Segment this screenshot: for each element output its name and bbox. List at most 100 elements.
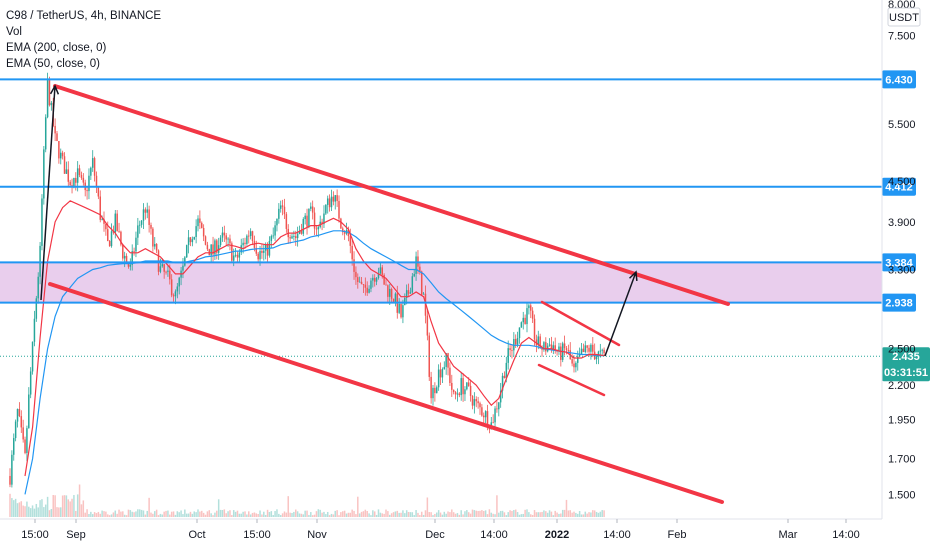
candle-body [505, 362, 508, 379]
projection-arrow[interactable] [604, 271, 637, 357]
candle-body [432, 387, 434, 399]
supply-zone[interactable] [0, 262, 882, 303]
volume-bar [358, 513, 361, 517]
candle-body [434, 387, 436, 394]
level-price-badge[interactable] [882, 293, 916, 312]
candle-body [131, 251, 133, 265]
channel-trendline[interactable] [48, 282, 724, 504]
candle-body [58, 140, 60, 159]
volume-bar [539, 512, 541, 517]
volume-indicator-label[interactable]: Vol [6, 26, 22, 38]
volume-bar [105, 511, 107, 517]
time-axis[interactable]: 15:00 Sep Oct 15:00 Nov Dec 14:00 2022 14:00 Feb M… [21, 519, 860, 541]
volume-bar [441, 514, 444, 517]
volume-bar [443, 511, 446, 517]
volume-bar [381, 513, 383, 517]
level-price-badge[interactable] [882, 253, 916, 272]
price-axis[interactable]: 8.000 USDT 7.500 5.500 4.500 3.900 3.300 2.50… [887, 0, 921, 501]
candle-body [599, 350, 602, 352]
channel-trendline[interactable] [53, 84, 730, 306]
candle-body [535, 339, 538, 346]
volume-bar [366, 511, 368, 517]
candle-body [95, 175, 98, 187]
volume-bar [101, 510, 103, 517]
volume-bar [518, 514, 521, 517]
volume-bar [84, 512, 86, 517]
channel-trendline[interactable] [540, 300, 621, 347]
candle-body [592, 344, 594, 352]
volume-bar [108, 515, 111, 517]
volume-bar [261, 514, 263, 517]
candle-body [511, 350, 513, 351]
volume-bar [204, 514, 207, 517]
volume-bar [182, 514, 184, 517]
candle-body [14, 421, 17, 439]
volume-bar [550, 511, 553, 517]
ema50-indicator-label[interactable]: EMA (50, close, 0) [6, 58, 100, 70]
candle-body [249, 231, 252, 236]
ema200-line[interactable] [24, 230, 605, 495]
candle-body [522, 317, 524, 323]
volume-bar [578, 511, 581, 517]
volume-bar [592, 510, 594, 517]
volume-bar [120, 511, 122, 517]
candle-body [375, 278, 378, 282]
volume-bar [565, 499, 568, 517]
candle-body [355, 271, 357, 278]
volume-bar [349, 512, 352, 517]
volume-bar [471, 509, 474, 517]
volume-bar [227, 511, 229, 517]
volume-bar [65, 495, 68, 517]
candle-body [257, 253, 259, 260]
candle-body [272, 235, 274, 237]
volume-bar [298, 513, 301, 517]
volume-bar [201, 510, 203, 517]
volume-bar [195, 512, 197, 517]
volume-bar [253, 512, 256, 517]
candle-body [603, 349, 605, 354]
level-price-badge[interactable] [882, 177, 916, 196]
last-price-badge[interactable] [882, 347, 930, 382]
projection-arrowhead [49, 84, 60, 95]
candle-body [82, 177, 85, 183]
ema200-indicator-label[interactable]: EMA (200, close, 0) [6, 42, 107, 54]
volume-bar [281, 513, 284, 517]
candle-body [137, 225, 139, 238]
currency-badge[interactable] [887, 7, 921, 27]
level-price-label: 3.384 [885, 257, 913, 269]
volume-bar [319, 509, 321, 517]
candle-body [279, 205, 282, 209]
volume-bar [357, 496, 359, 517]
candle-body [33, 318, 36, 342]
candle-body [76, 168, 79, 183]
candle-body [210, 244, 212, 256]
volume-bar [137, 509, 139, 517]
candle-body [20, 416, 23, 428]
symbol-title[interactable]: C98 / TetherUS, 4h, BINANCE [6, 10, 162, 22]
candle-body [97, 186, 100, 197]
projection-arrow[interactable] [40, 85, 56, 301]
volume-bar [507, 512, 509, 517]
candle-body [201, 222, 203, 228]
volume-bar [439, 512, 442, 517]
volume-bar [501, 510, 504, 517]
volume-bar [31, 505, 34, 517]
volume-bar [449, 512, 451, 517]
volume-bar [571, 512, 573, 517]
candle-body [232, 255, 235, 261]
level-price-badge[interactable] [882, 70, 916, 89]
price-tick-label: 7.500 [888, 30, 916, 42]
volume-bar [584, 511, 587, 517]
volume-bar [372, 510, 374, 517]
candle-body [513, 338, 515, 351]
candle-body [507, 348, 509, 363]
channel-trendline[interactable] [537, 363, 606, 397]
volume-bar [142, 510, 145, 517]
candle-body [358, 281, 361, 283]
volume-bar [375, 514, 378, 517]
volume-bar [163, 511, 165, 517]
ema50-line[interactable] [24, 200, 605, 477]
volume-bar [513, 510, 515, 517]
volume-bar [514, 509, 517, 517]
